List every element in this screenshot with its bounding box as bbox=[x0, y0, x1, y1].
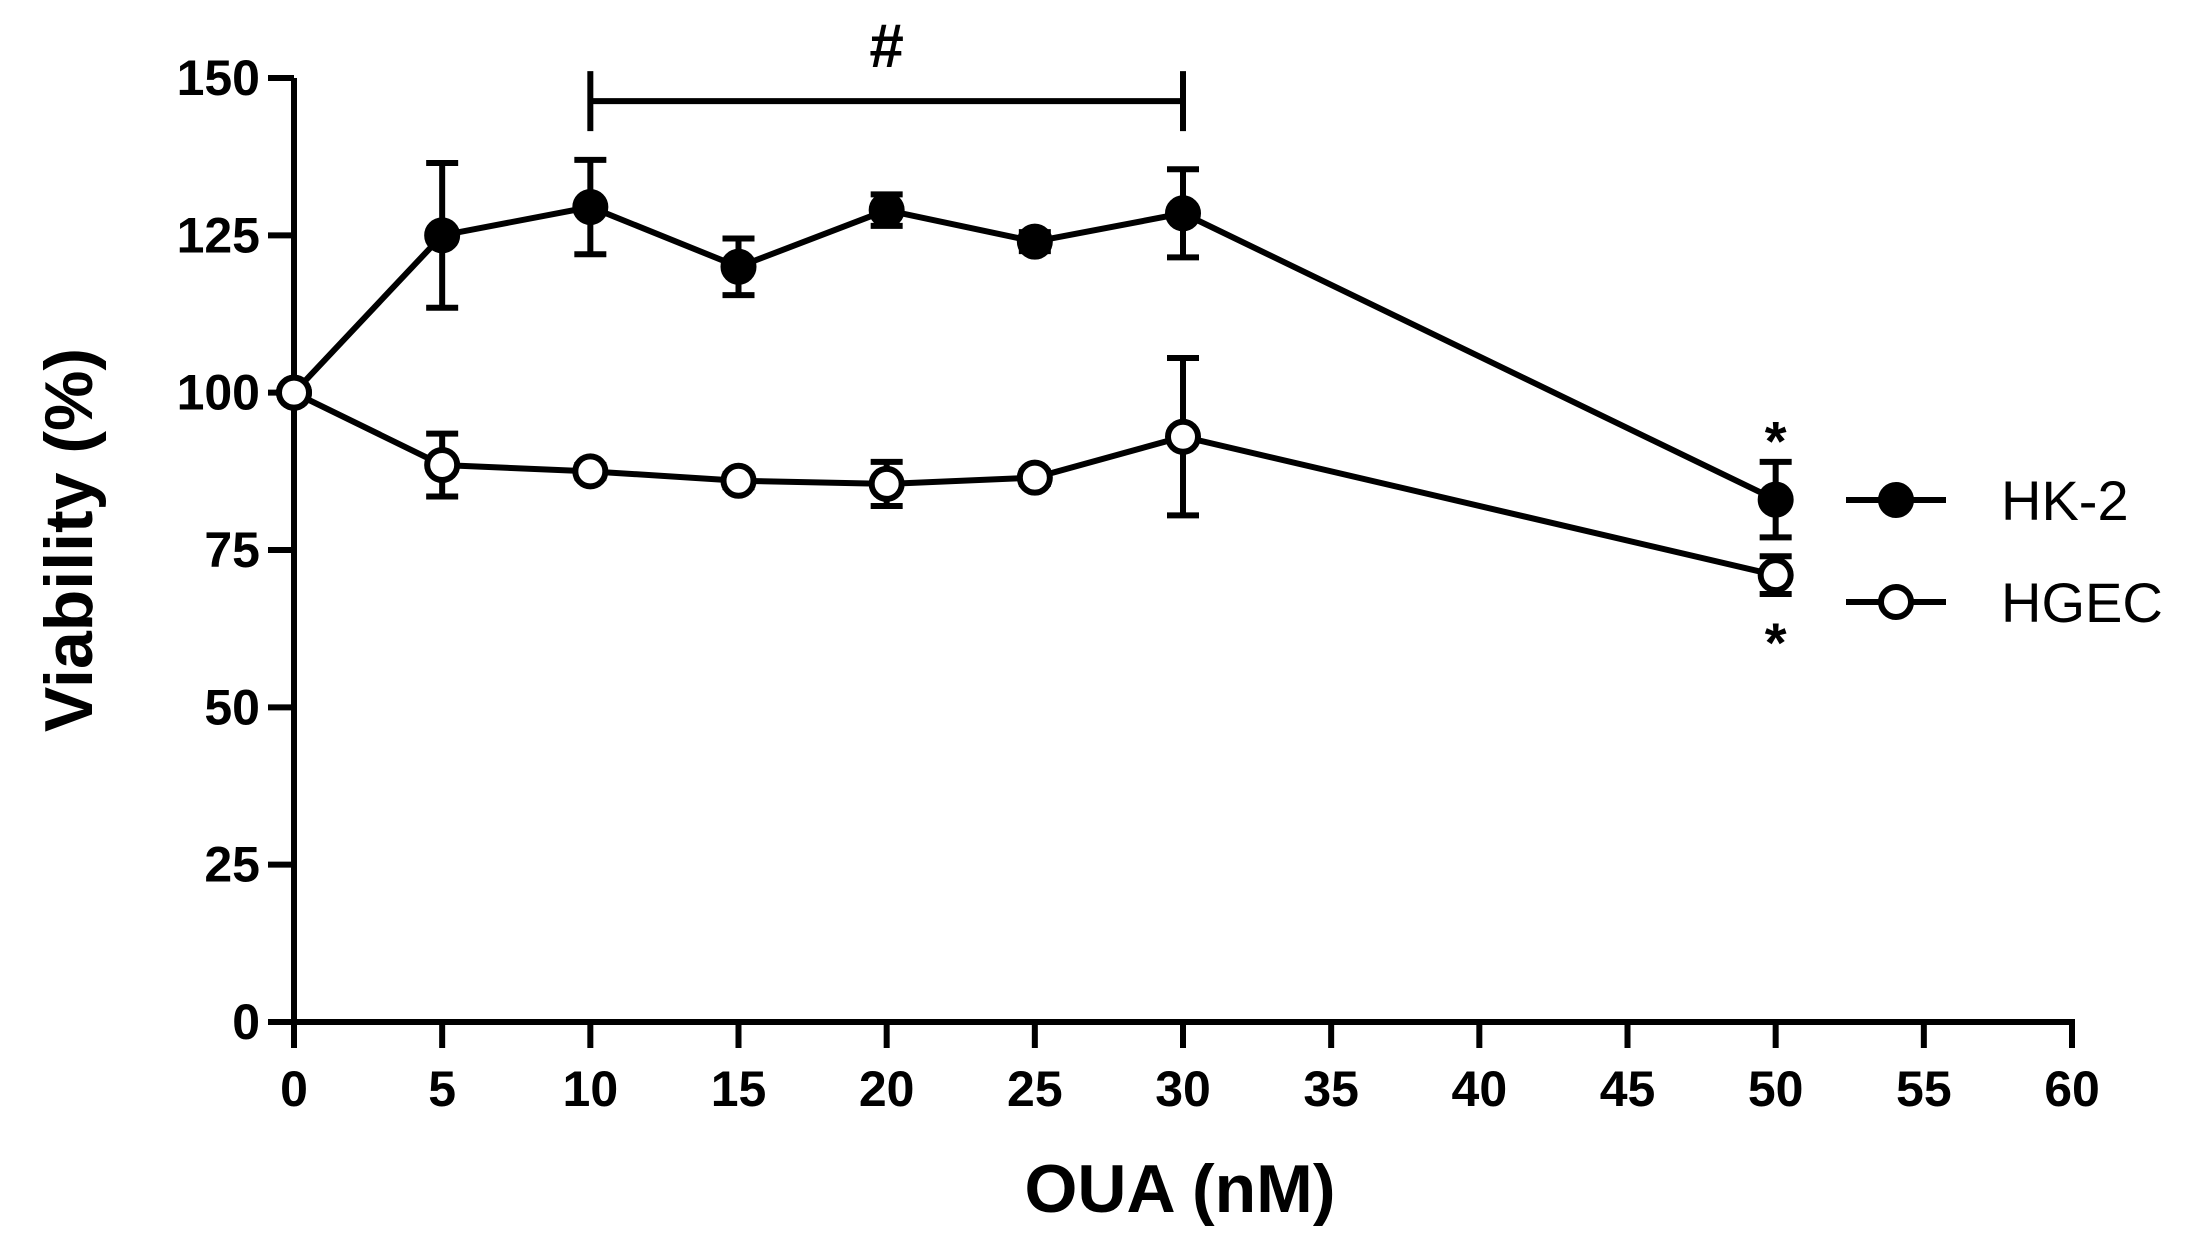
x-tick-label: 40 bbox=[1452, 1061, 1508, 1117]
series-layer bbox=[276, 156, 1794, 598]
x-ticks-group: 0 5 10 15 20 25 30 35 40 45 50 55 60 bbox=[280, 1022, 2100, 1117]
significance-asterisk: * bbox=[1765, 410, 1787, 473]
x-tick-label: 25 bbox=[1007, 1061, 1063, 1117]
legend-item-hk-2: HK-2 bbox=[1846, 469, 2129, 532]
data-point bbox=[276, 374, 312, 411]
y-tick-label: 150 bbox=[177, 50, 260, 106]
x-tick-label: 45 bbox=[1600, 1061, 1656, 1117]
series-line bbox=[291, 203, 1777, 503]
data-point bbox=[424, 447, 461, 484]
data-point bbox=[1016, 459, 1053, 496]
significance-bracket: # bbox=[587, 12, 1186, 132]
x-tick-label: 30 bbox=[1155, 1061, 1211, 1117]
x-axis-title: OUA (nM) bbox=[1025, 1151, 1336, 1227]
series-hk-2 bbox=[276, 156, 1794, 541]
y-axis-title: Viability (%) bbox=[31, 348, 107, 732]
data-point bbox=[1016, 223, 1053, 260]
data-point bbox=[720, 248, 757, 285]
legend-label: HGEC bbox=[2001, 571, 2163, 634]
series-line bbox=[292, 389, 1777, 579]
y-tick-label: 100 bbox=[177, 365, 260, 421]
y-tick-label: 125 bbox=[177, 207, 260, 263]
x-tick-label: 55 bbox=[1896, 1061, 1952, 1117]
significance-asterisk: * bbox=[1765, 611, 1787, 674]
data-point bbox=[572, 453, 609, 490]
x-tick-label: 15 bbox=[711, 1061, 767, 1117]
x-tick-label: 60 bbox=[2044, 1061, 2100, 1117]
y-tick-label: 50 bbox=[204, 679, 260, 735]
legend-item-hgec: HGEC bbox=[1846, 571, 2163, 634]
legend-marker bbox=[1878, 482, 1914, 518]
data-point bbox=[868, 465, 905, 502]
legend: HK-2 HGEC bbox=[1846, 469, 2163, 634]
asterisk-layer: ** bbox=[1765, 410, 1787, 674]
y-tick-label: 0 bbox=[232, 994, 260, 1050]
y-tick-label: 25 bbox=[204, 837, 260, 893]
data-point bbox=[868, 192, 905, 229]
data-point bbox=[424, 217, 461, 254]
data-point bbox=[1757, 557, 1794, 594]
x-tick-label: 35 bbox=[1303, 1061, 1359, 1117]
y-ticks-group: 0 25 50 75 100 125 150 bbox=[177, 50, 294, 1050]
legend-label: HK-2 bbox=[2001, 469, 2129, 532]
data-point bbox=[720, 462, 757, 499]
x-tick-label: 50 bbox=[1748, 1061, 1804, 1117]
series-hgec bbox=[276, 355, 1794, 598]
x-tick-label: 20 bbox=[859, 1061, 915, 1117]
legend-marker bbox=[1878, 584, 1914, 620]
data-point bbox=[1757, 481, 1794, 518]
x-tick-label: 0 bbox=[280, 1061, 308, 1117]
x-tick-label: 10 bbox=[563, 1061, 619, 1117]
bracket-label: # bbox=[869, 12, 903, 81]
x-tick-label: 5 bbox=[428, 1061, 456, 1117]
data-point bbox=[572, 189, 609, 226]
data-point bbox=[1165, 195, 1201, 232]
data-point bbox=[1165, 418, 1201, 455]
y-tick-label: 75 bbox=[204, 522, 260, 578]
